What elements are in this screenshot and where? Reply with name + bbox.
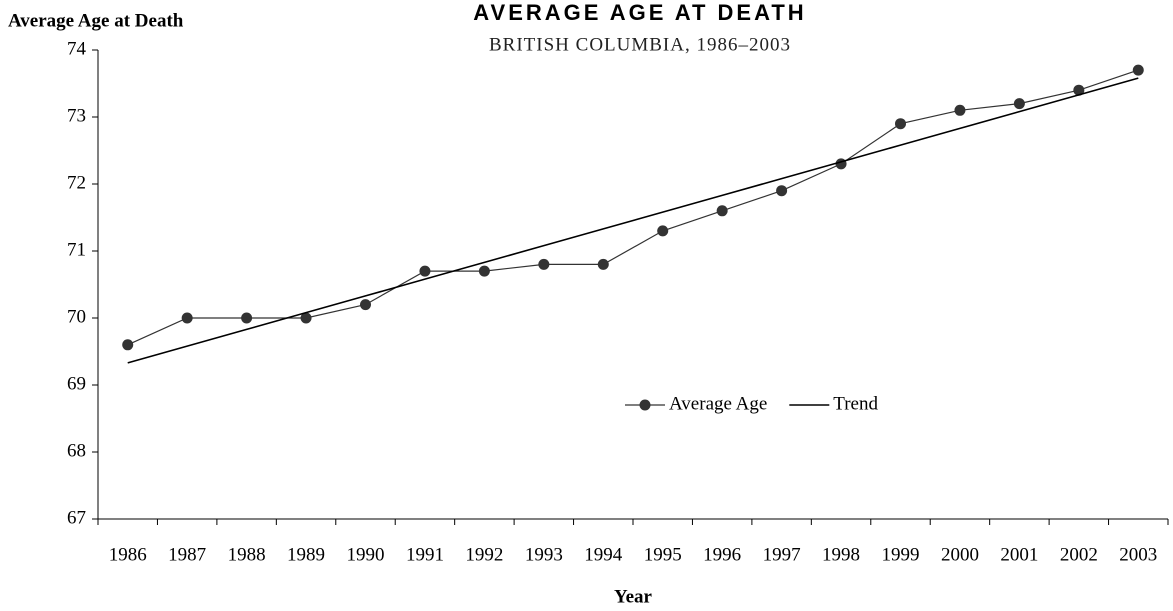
x-tick-label: 1997 [763,544,801,565]
data-point [1132,64,1144,76]
data-point [478,265,490,277]
y-tick-label: 74 [67,38,87,59]
y-tick-label: 70 [67,306,86,327]
data-point [657,225,669,237]
x-tick-label: 1990 [347,544,385,565]
chart-title: AVERAGE AGE AT DEATH [473,0,806,25]
chart-subtitle: BRITISH COLUMBIA, 1986–2003 [489,34,791,55]
x-tick-label: 1994 [584,544,623,565]
x-tick-label: 2002 [1060,544,1098,565]
y-tick-label: 69 [67,373,86,394]
data-point [181,312,193,324]
data-point [419,265,431,277]
x-tick-label: 1992 [465,544,503,565]
x-tick-label: 1995 [644,544,682,565]
x-tick-label: 1998 [822,544,860,565]
y-tick-label: 67 [67,507,86,528]
x-axis-label: Year [614,586,653,607]
x-tick-label: 1996 [703,544,741,565]
data-point [1013,98,1025,110]
data-point [895,118,906,130]
legend-marker [639,399,651,411]
data-point [597,258,609,270]
x-tick-label: 1986 [109,544,147,565]
y-tick-label: 73 [67,105,86,126]
x-tick-label: 1989 [287,544,325,565]
data-point [538,258,550,270]
y-tick-label: 71 [67,239,86,260]
y-axis-label: Average Age at Death [8,10,184,31]
series-line [127,77,1139,364]
data-point [1073,84,1085,96]
x-tick-label: 1993 [525,544,563,565]
data-point [122,339,134,351]
data-point [776,185,788,197]
data-point [360,299,371,311]
y-tick-label: 72 [67,172,86,193]
data-point [954,104,966,116]
legend-label: Trend [833,393,878,414]
x-tick-label: 1988 [228,544,266,565]
x-tick-label: 1999 [882,544,920,565]
x-tick-label: 1987 [168,544,206,565]
data-point [241,312,253,324]
x-tick-label: 2001 [1000,544,1038,565]
x-tick-label: 2000 [941,544,979,565]
x-tick-label: 2003 [1119,544,1157,565]
x-tick-label: 1991 [406,544,444,565]
legend-label: Average Age [669,393,767,414]
data-point [300,312,312,324]
y-tick-label: 68 [67,440,86,461]
series-line [127,69,1139,346]
data-point [716,205,728,217]
